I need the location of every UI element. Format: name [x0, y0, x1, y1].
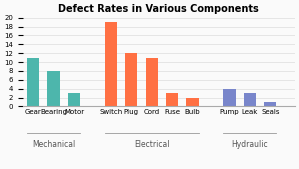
Bar [166, 93, 178, 106]
Bar [125, 53, 138, 106]
Title: Defect Rates in Various Components: Defect Rates in Various Components [59, 4, 259, 14]
Text: Electrical: Electrical [134, 140, 170, 149]
Bar [264, 102, 277, 106]
Bar [223, 89, 236, 106]
Bar [48, 71, 60, 106]
Bar [244, 93, 256, 106]
Bar [146, 58, 158, 106]
Bar [105, 22, 117, 106]
Text: Mechanical: Mechanical [32, 140, 75, 149]
Bar [68, 93, 80, 106]
Bar [27, 58, 39, 106]
Text: Hydraulic: Hydraulic [231, 140, 268, 149]
Bar [187, 98, 199, 106]
